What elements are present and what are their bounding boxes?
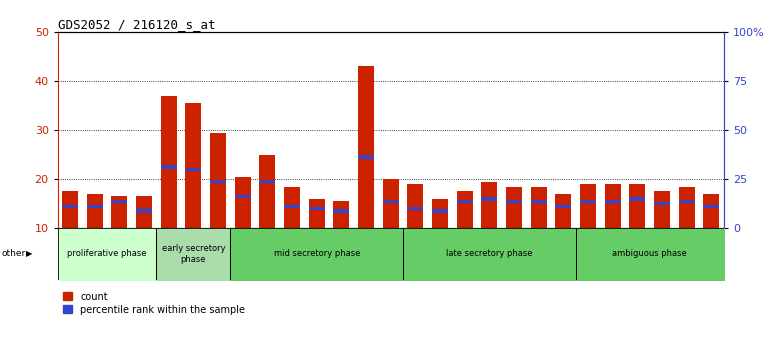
Bar [629,184,645,228]
Text: early secretory
phase: early secretory phase [162,244,226,264]
Bar [654,192,670,228]
Bar [481,182,497,228]
Bar [161,96,177,228]
Bar [186,103,202,228]
Bar [432,210,448,213]
Text: other: other [2,249,25,258]
Bar [136,210,152,213]
Bar [457,200,473,203]
Bar [210,132,226,228]
Bar [358,155,374,159]
Bar [531,200,547,203]
Bar [87,205,102,208]
Bar [679,200,695,203]
Legend: count, percentile rank within the sample: count, percentile rank within the sample [62,292,245,314]
Bar [358,66,374,228]
Bar [704,194,719,228]
Bar [186,168,202,171]
Bar [383,179,399,228]
Bar [604,184,621,228]
Bar [112,200,128,203]
Bar [161,165,177,169]
Bar [679,187,695,228]
Text: mid secretory phase: mid secretory phase [273,250,360,258]
Text: GDS2052 / 216120_s_at: GDS2052 / 216120_s_at [58,18,216,31]
Bar [112,196,128,228]
Bar [333,210,350,213]
Bar [654,202,670,205]
Bar [555,205,571,208]
Bar [432,199,448,228]
Bar [136,196,152,228]
Bar [580,200,596,203]
Bar [87,194,102,228]
Text: late secretory phase: late secretory phase [446,250,533,258]
Bar [62,205,78,208]
Bar [604,200,621,203]
Bar [506,200,522,203]
Bar [704,205,719,208]
Bar [259,180,276,183]
Bar [407,184,424,228]
Bar [383,200,399,203]
Bar [457,192,473,228]
Text: ambiguous phase: ambiguous phase [612,250,687,258]
Bar [555,194,571,228]
Bar [481,197,497,201]
Text: ▶: ▶ [26,249,32,258]
Bar [259,155,276,228]
Bar [629,197,645,201]
Bar [531,187,547,228]
Bar [407,207,424,210]
Bar [62,192,78,228]
Bar [235,195,251,198]
Bar [506,187,522,228]
Bar [309,199,325,228]
Bar [235,177,251,228]
Bar [284,187,300,228]
Text: proliferative phase: proliferative phase [67,250,147,258]
Bar [580,184,596,228]
Bar [210,180,226,183]
Bar [284,205,300,208]
Bar [309,207,325,210]
Bar [333,201,350,228]
